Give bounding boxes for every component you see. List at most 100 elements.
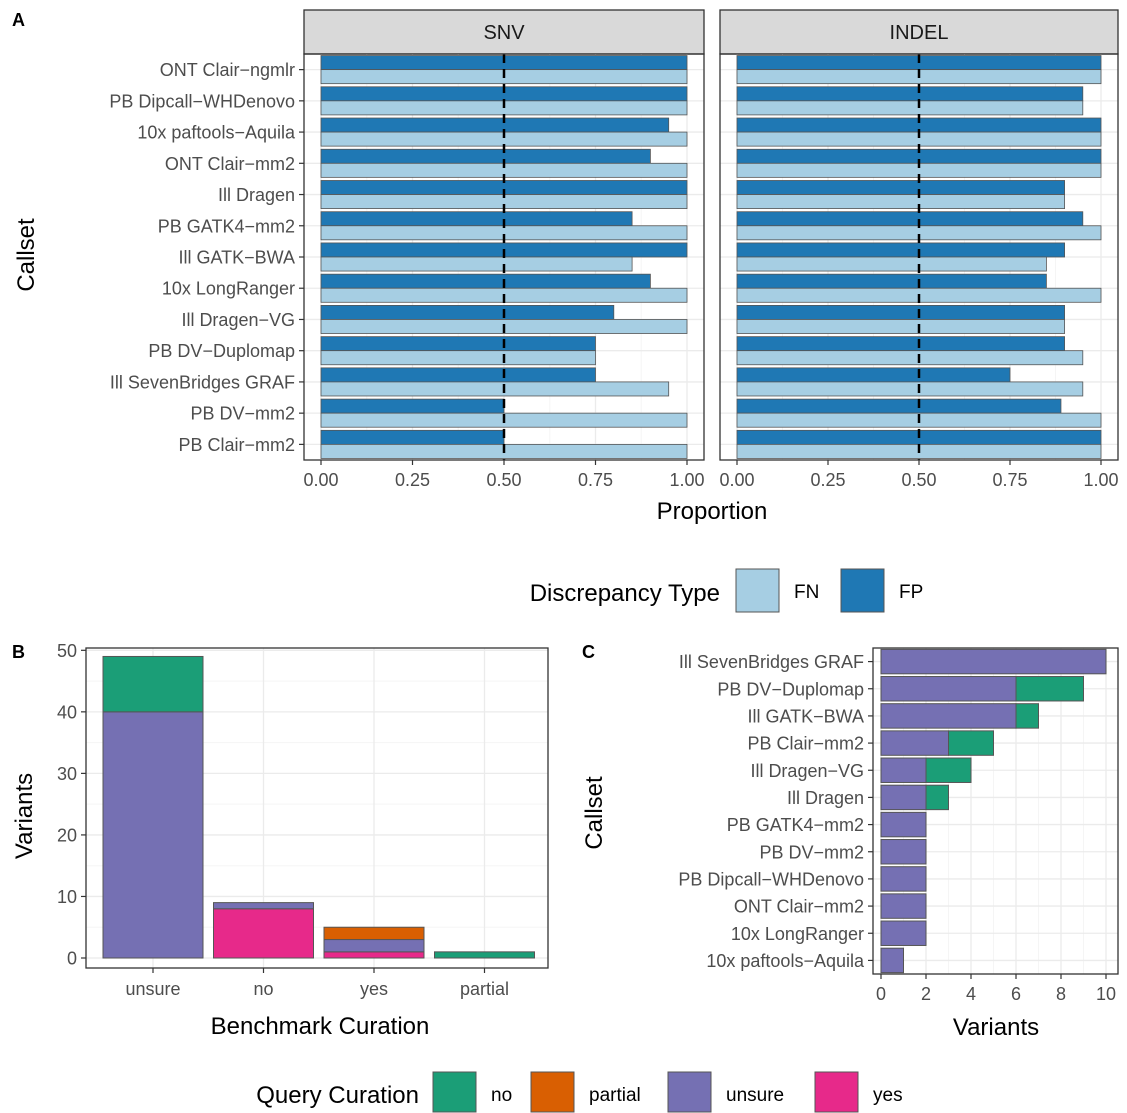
x-tick-label: no xyxy=(253,979,273,999)
bar-segment-no xyxy=(102,655,204,713)
bar-fp xyxy=(736,86,1084,102)
x-tick-label: unsure xyxy=(125,979,180,999)
panel-label-c: C xyxy=(582,642,595,662)
bar-fp xyxy=(320,117,670,133)
legend-swatch-fp xyxy=(840,568,885,613)
legend-title: Query Curation xyxy=(256,1082,419,1109)
bar-fp xyxy=(736,242,1066,258)
y-tick-label: 20 xyxy=(57,825,77,845)
x-tick-label: 0.25 xyxy=(395,470,430,490)
bar-fp xyxy=(320,429,505,445)
bar-fp xyxy=(736,336,1066,352)
bar-segment-unsure xyxy=(880,784,927,811)
facet-strip-label: SNV xyxy=(483,22,525,44)
bar-fn xyxy=(736,319,1066,334)
y-tick-label: Ill Dragen−VG xyxy=(181,310,295,330)
x-tick-label: 0.75 xyxy=(992,470,1027,490)
y-tick-label: Ill GATK−BWA xyxy=(178,248,295,268)
bar-fp xyxy=(736,367,1011,383)
bar-fp xyxy=(320,148,651,164)
legend-swatch-no xyxy=(432,1071,477,1113)
panel-border xyxy=(85,647,549,969)
bar-segment-unsure xyxy=(880,839,927,865)
bar-segment-no xyxy=(948,730,994,756)
y-tick-label: ONT Clair−ngmlr xyxy=(160,60,295,80)
x-tick-label: 0.50 xyxy=(901,470,936,490)
y-tick-label: PB Dipcall−WHDenovo xyxy=(109,91,295,111)
y-tick-label: Ill Dragen xyxy=(787,788,864,808)
bar-segment-unsure xyxy=(880,811,927,838)
x-tick-label: 0 xyxy=(876,984,886,1004)
bar-segment-no xyxy=(434,951,535,959)
bar-segment-unsure xyxy=(880,947,904,974)
x-tick-label: 0.75 xyxy=(578,470,613,490)
bar-segment-unsure xyxy=(880,730,949,756)
y-tick-label: 40 xyxy=(57,702,77,722)
bar-fp xyxy=(320,273,651,289)
bar-segment-partial xyxy=(323,926,425,941)
legend-label-unsure: unsure xyxy=(726,1085,784,1106)
x-tick-label: partial xyxy=(460,979,509,999)
y-tick-label: PB Dipcall−WHDenovo xyxy=(678,869,864,889)
facet-strip-label: INDEL xyxy=(890,22,949,44)
x-tick-label: 4 xyxy=(966,984,976,1004)
y-tick-label: PB DV−mm2 xyxy=(190,404,295,424)
y-tick-label: PB DV−Duplomap xyxy=(717,679,864,699)
y-tick-label: 30 xyxy=(57,764,77,784)
bar-segment-unsure xyxy=(213,902,314,910)
bar-fn xyxy=(320,381,670,397)
y-tick-label: PB DV−Duplomap xyxy=(148,341,295,361)
bar-fp xyxy=(320,336,596,352)
legend-discrepancy-type: Discrepancy Type FN FP xyxy=(530,568,923,613)
panel-b: 0 10 20 30 40 50 unsure no yes partial xyxy=(57,641,549,999)
legend-swatch-yes xyxy=(814,1071,859,1113)
panel-a-x-title: Proportion xyxy=(657,498,768,525)
y-tick-label: Ill SevenBridges GRAF xyxy=(110,372,295,392)
x-tick-label: 0.50 xyxy=(486,470,521,490)
panel-label-b: B xyxy=(12,642,25,662)
y-tick-label: Ill Dragen−VG xyxy=(750,761,864,781)
y-tick-label: 10x paftools−Aquila xyxy=(137,123,296,143)
y-tick-label: ONT Clair−mm2 xyxy=(165,154,295,174)
panel-b-x-title: Benchmark Curation xyxy=(211,1013,430,1040)
bar-fn xyxy=(736,194,1066,209)
y-tick-label: 50 xyxy=(57,641,77,661)
panel-a: SNV 0.00 0.25 0.50 0.75 1.00 ONT Clair−ngmlr PB… xyxy=(109,9,1119,490)
x-tick-label: 10 xyxy=(1096,984,1116,1004)
bar-segment-unsure xyxy=(880,676,1017,702)
bar-fp xyxy=(320,211,633,227)
panel-c-x-title: Variants xyxy=(953,1014,1039,1041)
y-tick-label: 10x paftools−Aquila xyxy=(706,951,865,971)
bar-fp xyxy=(736,211,1084,227)
bar-fn xyxy=(736,381,1084,397)
legend-title: Discrepancy Type xyxy=(530,580,720,607)
legend-label-fn: FN xyxy=(794,582,819,603)
y-tick-label: PB DV−mm2 xyxy=(759,842,864,862)
y-tick-label: Ill SevenBridges GRAF xyxy=(679,652,864,672)
x-tick-label: 6 xyxy=(1011,984,1021,1004)
panel-border xyxy=(872,647,1119,975)
y-tick-label: ONT Clair−mm2 xyxy=(734,897,864,917)
bar-fp xyxy=(736,305,1066,320)
bar-fp xyxy=(736,273,1047,289)
legend-label-no: no xyxy=(491,1085,512,1106)
facet-strip-indel xyxy=(719,9,1119,55)
legend-label-partial: partial xyxy=(589,1085,641,1106)
panel-c-y-title: Callset xyxy=(581,776,608,850)
bar-fp xyxy=(320,367,596,383)
y-tick-label: PB GATK4−mm2 xyxy=(727,815,864,835)
bar-segment-unsure xyxy=(880,757,927,783)
x-tick-label: 2 xyxy=(921,984,931,1004)
bar-segment-unsure xyxy=(880,648,1107,675)
x-tick-label: yes xyxy=(360,979,388,999)
bar-fp xyxy=(736,398,1062,414)
bar-segment-unsure xyxy=(880,893,927,919)
x-tick-label: 8 xyxy=(1056,984,1066,1004)
legend-swatch-fn xyxy=(735,568,780,613)
bar-fn xyxy=(320,256,633,272)
bar-fn xyxy=(736,350,1084,366)
y-tick-label: PB Clair−mm2 xyxy=(747,734,864,754)
bar-fn xyxy=(320,350,596,366)
y-tick-label: 10x LongRanger xyxy=(731,924,864,944)
